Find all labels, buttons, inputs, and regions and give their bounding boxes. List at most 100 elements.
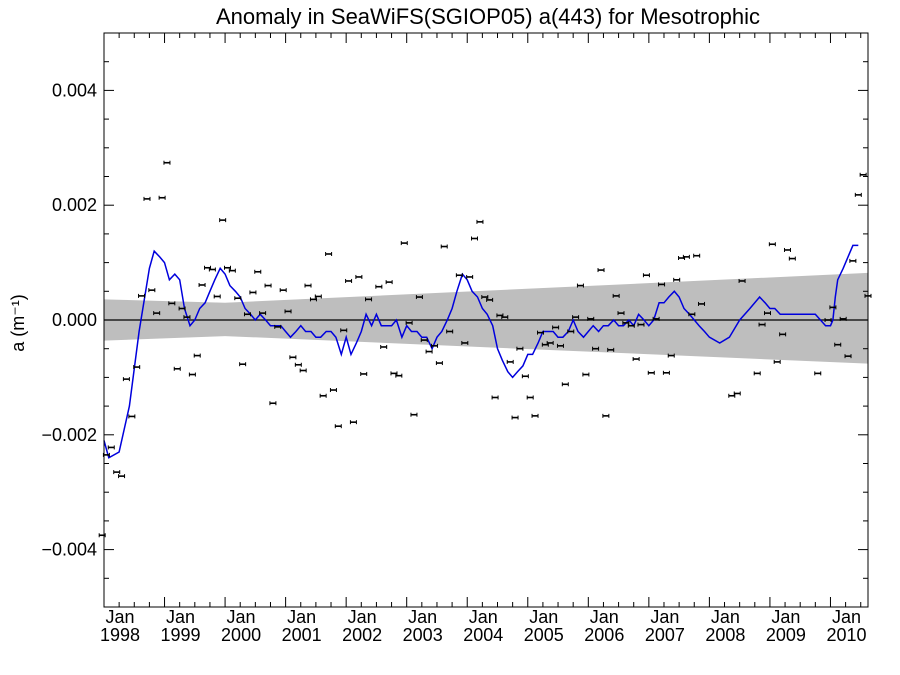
x-tick-label-month: Jan xyxy=(771,607,800,627)
data-point xyxy=(612,293,620,298)
data-point xyxy=(259,311,267,316)
data-point xyxy=(486,297,494,302)
data-point xyxy=(481,295,489,300)
data-point xyxy=(764,311,772,316)
data-point xyxy=(491,395,499,400)
data-point xyxy=(783,247,791,252)
y-tick-label: 0.002 xyxy=(52,195,97,215)
data-point xyxy=(642,273,650,278)
data-point xyxy=(168,301,176,306)
x-tick-label-month: Jan xyxy=(832,607,861,627)
data-point xyxy=(622,320,630,325)
data-point xyxy=(531,413,539,418)
data-points-layer xyxy=(98,160,872,538)
data-point xyxy=(380,344,388,349)
data-point xyxy=(243,312,251,317)
data-point xyxy=(314,294,322,299)
data-point xyxy=(627,323,635,328)
data-point xyxy=(546,340,554,345)
data-point xyxy=(349,420,357,425)
data-point xyxy=(340,328,348,333)
data-point xyxy=(415,295,423,300)
data-point xyxy=(183,315,191,320)
data-point xyxy=(345,278,353,283)
data-point xyxy=(511,415,519,420)
data-point xyxy=(395,373,403,378)
data-point xyxy=(193,353,201,358)
x-tick-label-month: Jan xyxy=(469,607,498,627)
data-point xyxy=(400,241,408,246)
data-point xyxy=(188,372,196,377)
data-point xyxy=(572,315,580,320)
data-point xyxy=(854,192,862,197)
data-point xyxy=(173,366,181,371)
y-tick-label: −0.002 xyxy=(41,425,97,445)
x-tick-label-year: 2005 xyxy=(524,625,564,645)
data-point xyxy=(461,340,469,345)
data-point xyxy=(239,362,247,367)
data-point xyxy=(365,297,373,302)
data-point xyxy=(682,254,690,259)
data-point xyxy=(390,371,398,376)
x-tick-label-year: 2001 xyxy=(282,625,322,645)
y-tick-label: −0.004 xyxy=(41,540,97,560)
y-axis-label: a (m⁻¹) xyxy=(8,294,28,352)
data-point xyxy=(385,280,393,285)
data-point xyxy=(839,316,847,321)
data-point xyxy=(602,413,610,418)
data-point xyxy=(521,374,529,379)
data-point xyxy=(501,315,509,320)
data-point xyxy=(814,371,822,376)
data-point xyxy=(325,251,333,256)
data-point xyxy=(733,391,741,396)
data-point xyxy=(289,355,297,360)
x-tick-label-year: 2000 xyxy=(221,625,261,645)
data-point xyxy=(284,309,292,314)
data-point xyxy=(294,362,302,367)
data-point xyxy=(228,268,236,273)
data-point xyxy=(652,316,660,321)
data-point xyxy=(834,342,842,347)
data-point xyxy=(667,353,675,358)
x-tick-label-year: 1998 xyxy=(100,625,140,645)
data-point xyxy=(728,393,736,398)
data-point xyxy=(753,371,761,376)
data-point xyxy=(536,330,544,335)
data-point xyxy=(824,318,832,322)
data-point xyxy=(334,424,342,429)
data-point xyxy=(122,377,130,382)
data-point xyxy=(773,359,781,364)
data-point xyxy=(526,395,534,400)
data-point xyxy=(133,365,141,370)
data-point xyxy=(219,218,227,223)
data-point xyxy=(582,372,590,377)
x-axis-ticks: Jan1998Jan1999Jan2000Jan2001Jan2002Jan20… xyxy=(100,33,866,645)
data-point xyxy=(128,414,136,419)
data-point xyxy=(779,332,787,337)
x-tick-label-year: 1999 xyxy=(161,625,201,645)
data-point xyxy=(506,359,514,364)
x-tick-label-month: Jan xyxy=(227,607,256,627)
data-point xyxy=(788,256,796,261)
data-point xyxy=(249,290,257,295)
data-point xyxy=(698,301,706,306)
data-point xyxy=(254,269,262,274)
x-tick-label-year: 2008 xyxy=(705,625,745,645)
x-tick-label-year: 2002 xyxy=(342,625,382,645)
data-point xyxy=(516,346,524,351)
data-point xyxy=(662,370,670,375)
x-tick-label-month: Jan xyxy=(408,607,437,627)
data-point xyxy=(607,347,615,352)
uncertainty-band xyxy=(104,272,868,364)
data-point xyxy=(138,293,146,298)
x-tick-label-month: Jan xyxy=(348,607,377,627)
data-point xyxy=(107,445,115,450)
data-point xyxy=(587,316,595,321)
data-point xyxy=(178,306,186,311)
data-point xyxy=(688,312,696,317)
data-point xyxy=(118,474,126,479)
data-point xyxy=(435,361,443,366)
data-point xyxy=(592,346,600,351)
x-tick-label-year: 2009 xyxy=(766,625,806,645)
